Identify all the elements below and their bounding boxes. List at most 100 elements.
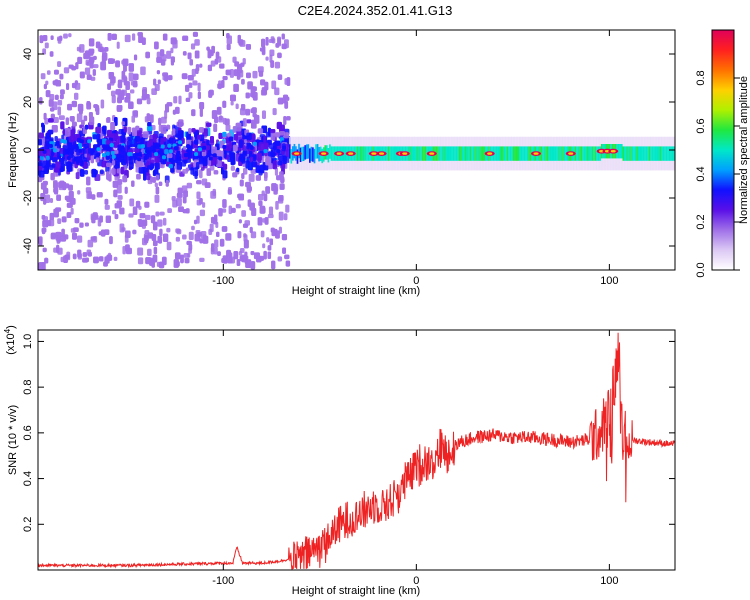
heatmap-cell [251, 119, 257, 129]
heatmap-cell [46, 155, 50, 161]
heatmap-cell [255, 175, 261, 181]
heatmap-cell [54, 181, 58, 190]
heatmap-cell [316, 144, 319, 159]
heatmap-cell [275, 200, 279, 210]
heatmap-cell [86, 153, 91, 161]
heatmap-cell [421, 146, 424, 161]
heatmap-cell [240, 156, 246, 162]
heatmap-cell [455, 146, 458, 161]
heatmap-cell [190, 43, 196, 50]
heatmap-cell [221, 226, 228, 232]
heatmap-cell [128, 101, 134, 109]
heatmap-cell [194, 50, 200, 59]
heatmap-cell [77, 190, 81, 195]
heatmap-cell [508, 146, 511, 161]
heatmap-cell [141, 144, 146, 149]
heatmap-cell [151, 88, 157, 95]
heatmap-cell [264, 164, 269, 171]
heatmap-cell [215, 51, 220, 59]
heatmap-hotspot [371, 152, 377, 155]
heatmap-cell [278, 155, 285, 162]
heatmap-cell [237, 193, 242, 199]
heatmap-cell [72, 253, 77, 260]
heatmap-cell [185, 84, 190, 92]
heatmap-cell [170, 56, 175, 63]
heatmap-cell [277, 52, 282, 59]
heatmap-cell [150, 163, 154, 169]
heatmap-cell [38, 165, 43, 171]
heatmap-cell [358, 146, 361, 161]
heatmap-cell [242, 151, 247, 156]
heatmap-cell [56, 244, 60, 253]
heatmap-cell [211, 243, 215, 252]
heatmap-cell [285, 260, 291, 267]
heatmap-cell [321, 148, 324, 164]
heatmap-cell [196, 191, 201, 200]
heatmap-cell [48, 143, 53, 148]
heatmap-cell [88, 111, 93, 118]
heatmap-cell [176, 261, 180, 267]
heatmap-cell [463, 146, 466, 161]
heatmap-cell [173, 96, 178, 104]
heatmap-cell [174, 154, 179, 163]
heatmap-cell [60, 89, 65, 95]
heatmap-cell [258, 70, 264, 77]
heatmap-hotspot [294, 152, 300, 155]
heatmap-cell [452, 146, 455, 161]
heatmap-cell [183, 146, 187, 151]
heatmap-cell [115, 60, 120, 68]
heatmap-cell [206, 145, 211, 151]
heatmap-cell [634, 146, 638, 161]
snr-plot [38, 332, 675, 570]
heatmap-cell [62, 139, 67, 144]
heatmap-cell [125, 247, 132, 255]
heatmap-cell [208, 90, 213, 98]
heatmap-cell [540, 146, 543, 161]
heatmap-cell [90, 148, 95, 153]
heatmap-cell [121, 227, 126, 232]
heatmap-cell [263, 193, 268, 202]
heatmap-cell [221, 208, 227, 213]
heatmap-cell [218, 156, 223, 161]
heatmap-cell [252, 113, 257, 118]
heatmap-cell [146, 165, 152, 170]
heatmap-cell [86, 101, 91, 107]
heatmap-cell [580, 146, 584, 161]
heatmap-cell [225, 69, 232, 76]
heatmap-cell [116, 106, 122, 112]
heatmap-cell [84, 222, 89, 227]
heatmap-cell [42, 160, 47, 169]
heatmap-cell [514, 146, 517, 161]
heatmap-cell [71, 121, 77, 127]
heatmap-cell [246, 132, 252, 141]
heatmap-cell [420, 146, 423, 161]
heatmap-cell [278, 194, 284, 202]
heatmap-cell [274, 61, 281, 69]
heatmap-cell [344, 146, 347, 161]
heatmap-cell [215, 60, 219, 65]
heatmap-cell [75, 172, 80, 180]
heatmap-cell [147, 122, 152, 128]
heatmap-cell [216, 106, 222, 115]
heatmap-cell [116, 154, 122, 161]
heatmap-cell [114, 149, 119, 154]
heatmap-cell [449, 146, 452, 161]
heatmap-cell [151, 258, 155, 268]
snr-series-line [38, 332, 675, 570]
heatmap-cell [199, 101, 205, 110]
colorbar-tick-label: 0.2 [695, 214, 707, 229]
heatmap-cell [79, 71, 85, 79]
heatmap-cell [101, 161, 108, 168]
heatmap-cell [210, 191, 217, 199]
heatmap-cell [673, 146, 675, 161]
heatmap-cell [202, 202, 206, 208]
heatmap-cell [132, 229, 137, 235]
heatmap-cell [95, 41, 101, 49]
heatmap-cell [146, 97, 151, 105]
heatmap-cell [636, 146, 639, 161]
heatmap-cell [51, 124, 58, 133]
heatmap-cell [196, 180, 202, 185]
heatmap-cell [122, 58, 129, 67]
heatmap-cell [87, 239, 94, 248]
heatmap-cell [478, 146, 482, 161]
